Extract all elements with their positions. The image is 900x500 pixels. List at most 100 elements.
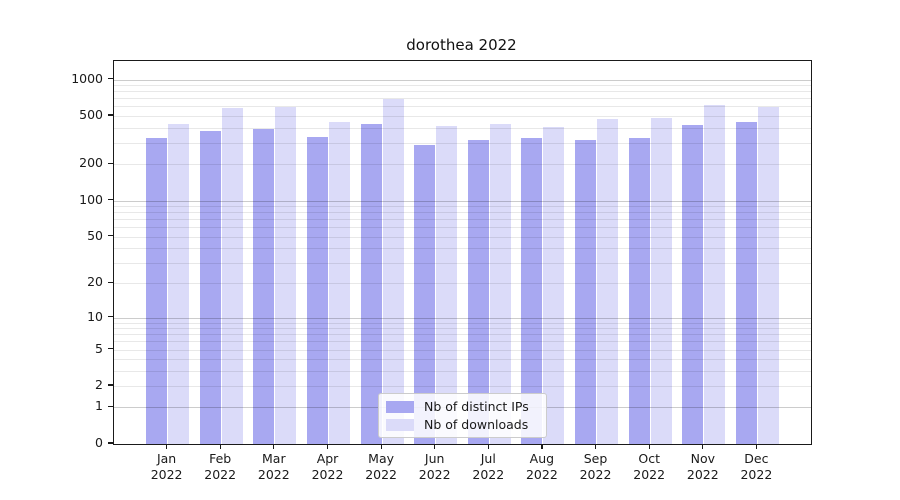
legend-swatch-distinct-ips (386, 400, 414, 413)
y-tick-label-10: 10 (87, 308, 103, 324)
minor-gridline (114, 212, 811, 214)
bar-sep-distinct-ips (575, 139, 596, 444)
minor-gridline (114, 142, 811, 144)
x-tick (219, 444, 221, 449)
minor-gridline (114, 262, 811, 264)
legend-entry-distinct-ips: Nb of distinct IPs (386, 399, 538, 414)
minor-gridline (114, 370, 811, 372)
x-tick-label-aug: Aug 2022 (525, 451, 558, 482)
y-tick (108, 281, 113, 284)
x-tick-label-jul: Jul 2022 (472, 451, 505, 482)
minor-gridline (114, 248, 811, 250)
bar-oct-distinct-ips (628, 137, 650, 444)
plot-area (113, 60, 812, 445)
x-tick (594, 444, 597, 449)
x-tick-label-may: May 2022 (365, 451, 397, 482)
minor-gridline (114, 359, 811, 361)
y-tick (108, 235, 113, 237)
minor-gridline (114, 206, 811, 207)
y-tick (108, 347, 113, 350)
minor-gridline (114, 386, 811, 387)
minor-gridline (114, 219, 811, 221)
minor-gridline (114, 328, 811, 330)
y-tick-label-5: 5 (95, 340, 103, 356)
legend-label-downloads: Nb of downloads (424, 417, 529, 432)
minor-gridline (114, 127, 811, 129)
x-tick (702, 444, 704, 449)
minor-gridline (114, 106, 811, 108)
x-tick (487, 444, 489, 449)
minor-gridline (114, 334, 811, 336)
x-tick-label-jun: Jun 2022 (418, 451, 451, 482)
legend: Nb of distinct IPs Nb of downloads (378, 393, 547, 438)
x-tick-label-apr: Apr 2022 (311, 451, 344, 482)
y-tick (108, 315, 113, 318)
legend-swatch-downloads (386, 418, 414, 431)
bar-oct-downloads (650, 118, 672, 444)
x-tick (648, 444, 650, 449)
y-tick (108, 405, 113, 408)
minor-gridline (114, 116, 811, 117)
bar-jul-distinct-ips (467, 140, 489, 444)
x-tick-label-nov: Nov 2022 (686, 451, 719, 482)
x-tick-label-sep: Sep 2022 (579, 451, 612, 482)
bar-may-downloads (382, 98, 404, 444)
bar-jun-downloads (436, 125, 458, 444)
minor-gridline (114, 322, 811, 324)
x-tick-label-dec: Dec 2022 (740, 451, 773, 482)
y-tick-label-1: 1 (95, 398, 103, 414)
minor-gridline (114, 91, 811, 93)
minor-gridline (114, 227, 811, 229)
minor-gridline (114, 341, 811, 343)
y-tick (108, 198, 113, 201)
bar-dec-downloads (757, 106, 779, 444)
y-tick-label-20: 20 (87, 274, 103, 290)
y-tick-label-1000: 1000 (71, 70, 103, 86)
legend-entry-downloads: Nb of downloads (386, 417, 538, 432)
bar-jun-distinct-ips (414, 144, 436, 444)
bar-aug-distinct-ips (521, 138, 543, 444)
x-tick (166, 444, 168, 449)
bar-jan-downloads (168, 123, 190, 444)
bar-jul-downloads (489, 124, 511, 444)
bar-apr-distinct-ips (307, 136, 328, 444)
y-tick (108, 162, 113, 164)
bar-mar-downloads (275, 106, 297, 444)
y-tick-label-50: 50 (87, 227, 103, 243)
x-tick (541, 444, 543, 449)
y-tick (108, 114, 113, 116)
x-tick (273, 444, 275, 449)
y-tick (108, 384, 113, 386)
bar-dec-distinct-ips (735, 121, 757, 444)
y-tick-label-200: 200 (79, 155, 103, 171)
minor-gridline (114, 85, 811, 86)
x-tick-label-mar: Mar 2022 (257, 451, 290, 482)
legend-label-distinct-ips: Nb of distinct IPs (424, 399, 529, 414)
bar-feb-downloads (221, 107, 243, 444)
bar-apr-downloads (329, 121, 350, 444)
x-tick-label-oct: Oct 2022 (633, 451, 666, 482)
y-tick (108, 77, 113, 80)
y-tick-label-0: 0 (95, 435, 103, 450)
y-tick-label-500: 500 (79, 107, 103, 122)
chart-title: dorothea 2022 (406, 36, 517, 54)
minor-gridline (114, 236, 811, 238)
bar-aug-downloads (543, 126, 565, 444)
minor-gridline (114, 283, 811, 285)
bar-nov-downloads (704, 104, 726, 444)
y-tick-label-100: 100 (79, 191, 103, 207)
bar-feb-distinct-ips (199, 130, 221, 444)
bar-sep-downloads (597, 119, 618, 444)
x-tick (326, 444, 329, 449)
minor-gridline (114, 164, 811, 166)
y-tick-label-2: 2 (95, 377, 103, 392)
bar-may-distinct-ips (360, 123, 382, 444)
minor-gridline (114, 98, 811, 100)
x-tick (380, 444, 382, 449)
major-gridline (114, 200, 811, 202)
x-tick-label-feb: Feb 2022 (204, 451, 237, 482)
bar-nov-distinct-ips (682, 125, 704, 444)
x-tick-label-jan: Jan 2022 (150, 451, 183, 482)
major-gridline (114, 317, 811, 319)
